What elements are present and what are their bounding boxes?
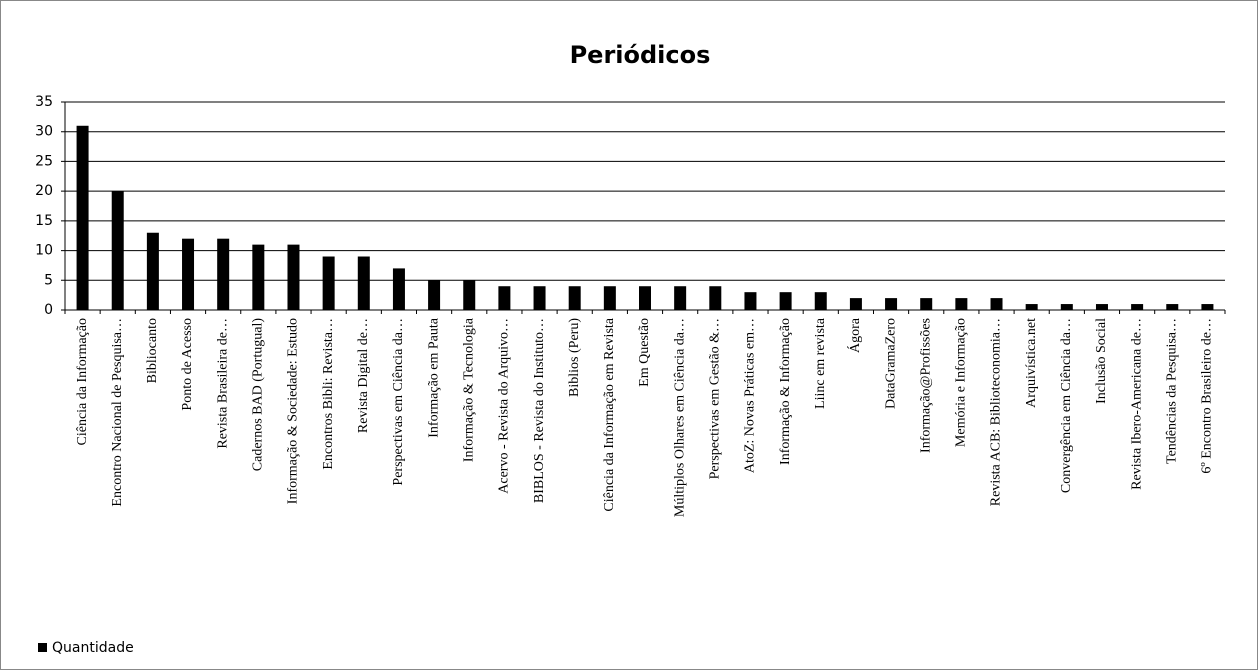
x-tick-label: Biblios (Peru) [567,318,582,397]
bar [674,286,687,310]
bar [392,268,405,310]
x-tick-label: Ciência da Informação [75,318,90,446]
bar [428,280,441,310]
bar [1060,304,1073,310]
x-tick-label: 6º Encontro Brasileiro de… [1200,318,1215,474]
bar [498,286,511,310]
x-tick-label: Ágora [846,317,863,353]
x-tick-label: Revista Ibero-Americana de… [1129,318,1144,490]
bar [1095,304,1108,310]
x-tick-label: Acervo - Revista do Arquivo… [497,318,512,494]
x-tick-label: Tendências da Pesquisa… [1164,318,1179,464]
x-tick-label: Cadernos BAD (Portugual) [251,318,266,472]
x-tick-label: Ponto de Acesso [180,318,195,411]
bar [322,256,335,310]
y-tick-label: 25 [35,153,53,169]
x-tick-label: AtoZ: Novas Práticas em… [743,318,758,473]
y-tick-label: 5 [44,272,53,288]
bar [1025,304,1038,310]
y-tick-label: 20 [35,183,53,199]
x-tick-label: Encontro Nacional de Pesquisa… [110,318,125,507]
bar [287,244,300,310]
chart-title: Periódicos [570,41,711,69]
x-tick-label: Revista ACB: Biblioteconomia… [989,318,1004,506]
y-tick-label: 30 [35,124,53,140]
bar [76,125,89,311]
x-tick-label: Memória e Informação [954,318,969,447]
bar [603,286,616,310]
x-tick-label: Informação & Sociedade: Estudo [286,318,301,504]
x-tick-label: Inclusão Social [1094,318,1109,404]
bar [920,298,933,310]
bar [849,298,862,310]
y-tick-label: 15 [35,213,53,229]
bar [463,280,476,310]
bar [955,298,968,310]
x-tick-label: Arquivística.net [1024,318,1039,408]
bar [639,286,651,310]
bar [885,298,898,310]
x-tick-label: Múltiplos Olhares em Ciência da… [672,318,687,517]
bar [111,191,124,310]
y-tick-label: 35 [35,94,53,110]
x-tick-label: Encontros Bibli: Revista… [321,318,336,470]
x-tick-label: Perspectivas em Ciência da… [391,318,406,486]
bar [533,286,546,310]
bar [217,238,230,310]
x-tick-label: Informação em Pauta [426,317,441,438]
bar [252,244,265,310]
x-tick-label: BIBLOS - Revista do Instituto… [532,318,547,503]
x-tick-label: Informação & Informação [778,318,793,465]
bar [990,298,1003,310]
x-tick-label: Bibliocanto [145,318,160,383]
bar [146,232,159,310]
bar [1166,304,1179,310]
y-tick-label: 0 [44,302,53,318]
bar [1201,304,1214,310]
bar [779,292,792,310]
bar [182,238,195,310]
x-tick-label: Em Questão [637,318,652,387]
bar [709,286,722,310]
x-tick-label: Informação & Tecnologia [461,317,476,462]
x-tick-label: Perspectivas em Gestão &… [708,318,723,479]
x-tick-label: Ciência da Informação em Revista [602,317,617,511]
x-tick-label: Convergência em Ciência da… [1059,318,1074,493]
bar [357,256,370,310]
x-tick-label: Revista Digital de… [356,318,371,433]
y-tick-label: 10 [35,243,53,259]
bar [568,286,581,310]
legend-swatch [38,643,47,652]
x-tick-label: Revista Brasileira de… [215,318,230,449]
x-tick-label: Liinc em revista [813,317,828,409]
x-tick-label: Informação@Profissões [918,318,933,453]
bar [1131,304,1144,310]
x-tick-label: DataGramaZero [883,318,898,409]
bar [814,292,827,310]
bar [744,292,757,310]
legend-label: Quantidade [52,640,134,656]
